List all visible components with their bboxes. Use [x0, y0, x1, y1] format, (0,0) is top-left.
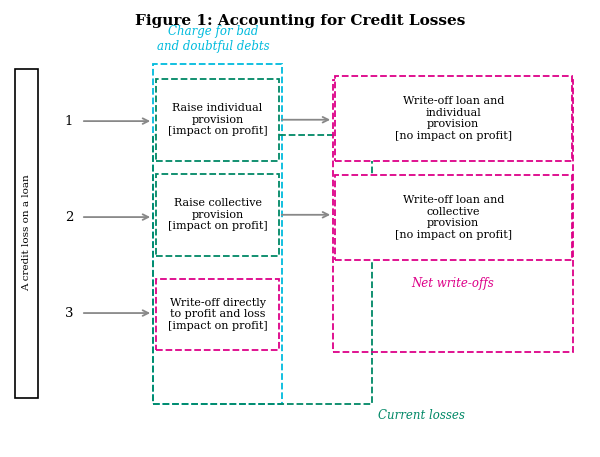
Text: Current losses: Current losses: [378, 409, 465, 422]
Text: Raise individual
provision
[impact on profit]: Raise individual provision [impact on pr…: [167, 103, 268, 136]
Bar: [156, 279, 279, 350]
Bar: [335, 76, 572, 161]
Bar: [15, 69, 38, 398]
Bar: [153, 64, 282, 404]
Text: Write-off loan and
collective
provision
[no impact on profit]: Write-off loan and collective provision …: [395, 195, 512, 240]
Text: Figure 1: Accounting for Credit Losses: Figure 1: Accounting for Credit Losses: [135, 14, 465, 28]
Text: A credit loss on a loan: A credit loss on a loan: [22, 175, 31, 292]
Text: 1: 1: [65, 115, 73, 128]
Bar: [335, 175, 572, 260]
Text: 2: 2: [65, 211, 73, 223]
Bar: [333, 80, 573, 352]
Bar: [153, 135, 372, 404]
Bar: [156, 174, 279, 256]
Text: Charge for bad
and doubtful debts: Charge for bad and doubtful debts: [157, 25, 269, 53]
Text: 3: 3: [65, 307, 73, 319]
Text: Net write-offs: Net write-offs: [412, 277, 494, 290]
Text: Write-off loan and
individual
provision
[no impact on profit]: Write-off loan and individual provision …: [395, 96, 512, 141]
Bar: [156, 79, 279, 161]
Text: Write-off directly
to profit and loss
[impact on profit]: Write-off directly to profit and loss [i…: [167, 298, 268, 331]
Text: Raise collective
provision
[impact on profit]: Raise collective provision [impact on pr…: [167, 198, 268, 231]
